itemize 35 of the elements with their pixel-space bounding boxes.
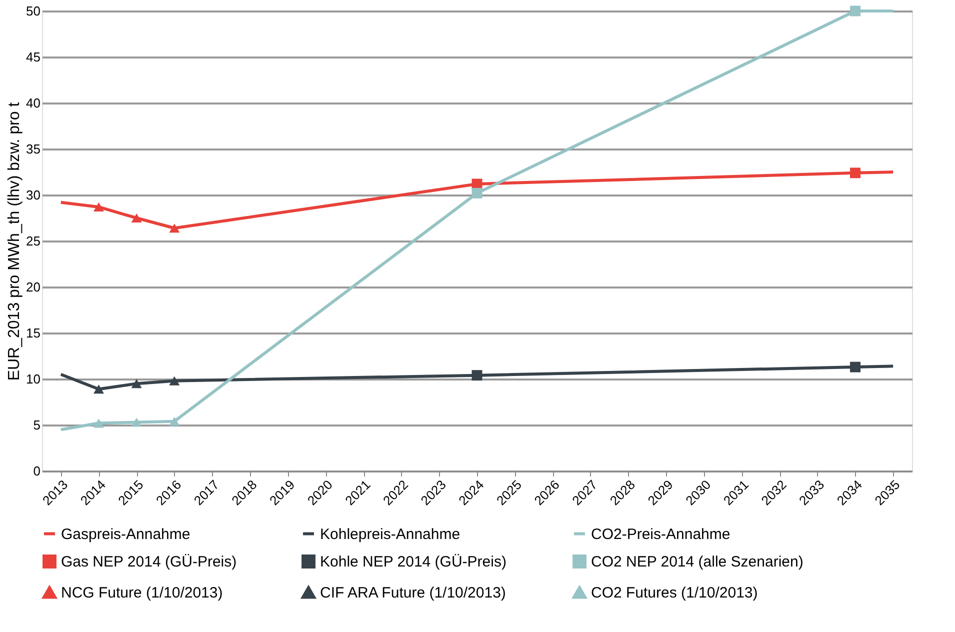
- point: [93, 384, 104, 394]
- y-tick-label: 20: [26, 280, 40, 294]
- legend-label: Kohle NEP 2014 (GÜ-Preis): [320, 554, 506, 570]
- point: [93, 202, 104, 212]
- y-tick-label: 10: [26, 372, 40, 386]
- point: [169, 376, 180, 386]
- point: [850, 168, 861, 178]
- point: [169, 224, 180, 233]
- y-tick-label: 0: [33, 464, 40, 478]
- y-axis-title: EUR_2013 pro MWh_th (lhv) bzw. pro t: [6, 102, 24, 381]
- point: [131, 418, 142, 427]
- point: [850, 362, 861, 372]
- y-tick-label: 40: [26, 96, 40, 110]
- y-tick-label: 35: [26, 142, 40, 156]
- point: [131, 379, 142, 388]
- y-tick-label: 50: [26, 4, 40, 18]
- legend-label: CO2 Futures (1/10/2013): [591, 584, 758, 602]
- y-tick-label: 15: [26, 326, 40, 340]
- legend-label: CO2-Preis-Annahme: [591, 526, 730, 543]
- y-tick-label: 45: [26, 50, 40, 64]
- legend-label: NCG Future (1/10/2013): [61, 584, 223, 602]
- point: [169, 416, 180, 426]
- legend-label: Kohlepreis-Annahme: [320, 526, 460, 543]
- legend-label: CIF ARA Future (1/10/2013): [320, 584, 506, 602]
- y-tick-label: 25: [26, 234, 40, 248]
- point: [472, 188, 482, 198]
- point: [472, 370, 482, 381]
- legend-label: CO2 NEP 2014 (alle Szenarien): [591, 554, 804, 570]
- y-tick-label: 30: [26, 188, 40, 202]
- point: [131, 213, 142, 223]
- y-tick-label: 5: [33, 418, 40, 432]
- point: [850, 6, 861, 16]
- legend-label: Gas NEP 2014 (GÜ-Preis): [61, 554, 237, 570]
- legend-label: Gaspreis-Annahme: [61, 526, 190, 543]
- point: [93, 418, 104, 428]
